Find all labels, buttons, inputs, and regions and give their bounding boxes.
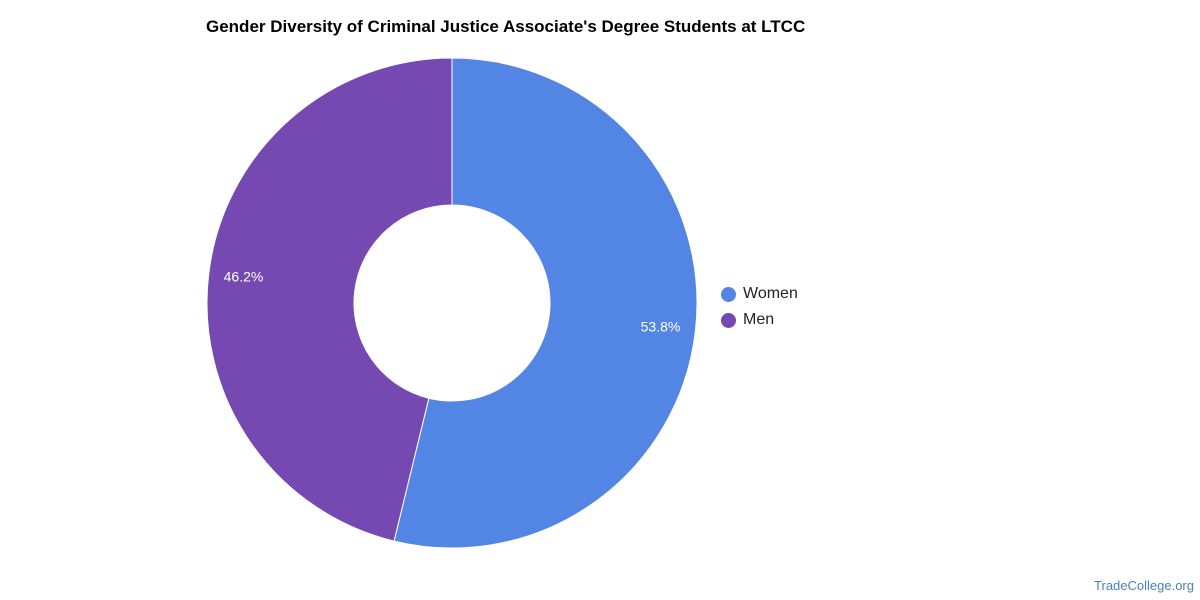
chart-title: Gender Diversity of Criminal Justice Ass… <box>206 17 806 36</box>
donut-slice-men[interactable] <box>206 57 453 542</box>
donut-slice-women[interactable] <box>393 57 698 549</box>
legend: Women Men <box>721 281 798 333</box>
legend-swatch-men <box>721 312 736 328</box>
slice-label-women: 53.8% <box>641 319 681 335</box>
legend-swatch-women <box>721 286 736 302</box>
legend-item-men[interactable]: Men <box>721 307 798 333</box>
legend-item-women[interactable]: Women <box>721 281 798 307</box>
legend-label-men: Men <box>743 311 775 328</box>
watermark-link[interactable]: TradeCollege.org <box>1094 578 1194 593</box>
legend-label-women: Women <box>743 285 798 302</box>
slice-label-men: 46.2% <box>224 269 264 285</box>
